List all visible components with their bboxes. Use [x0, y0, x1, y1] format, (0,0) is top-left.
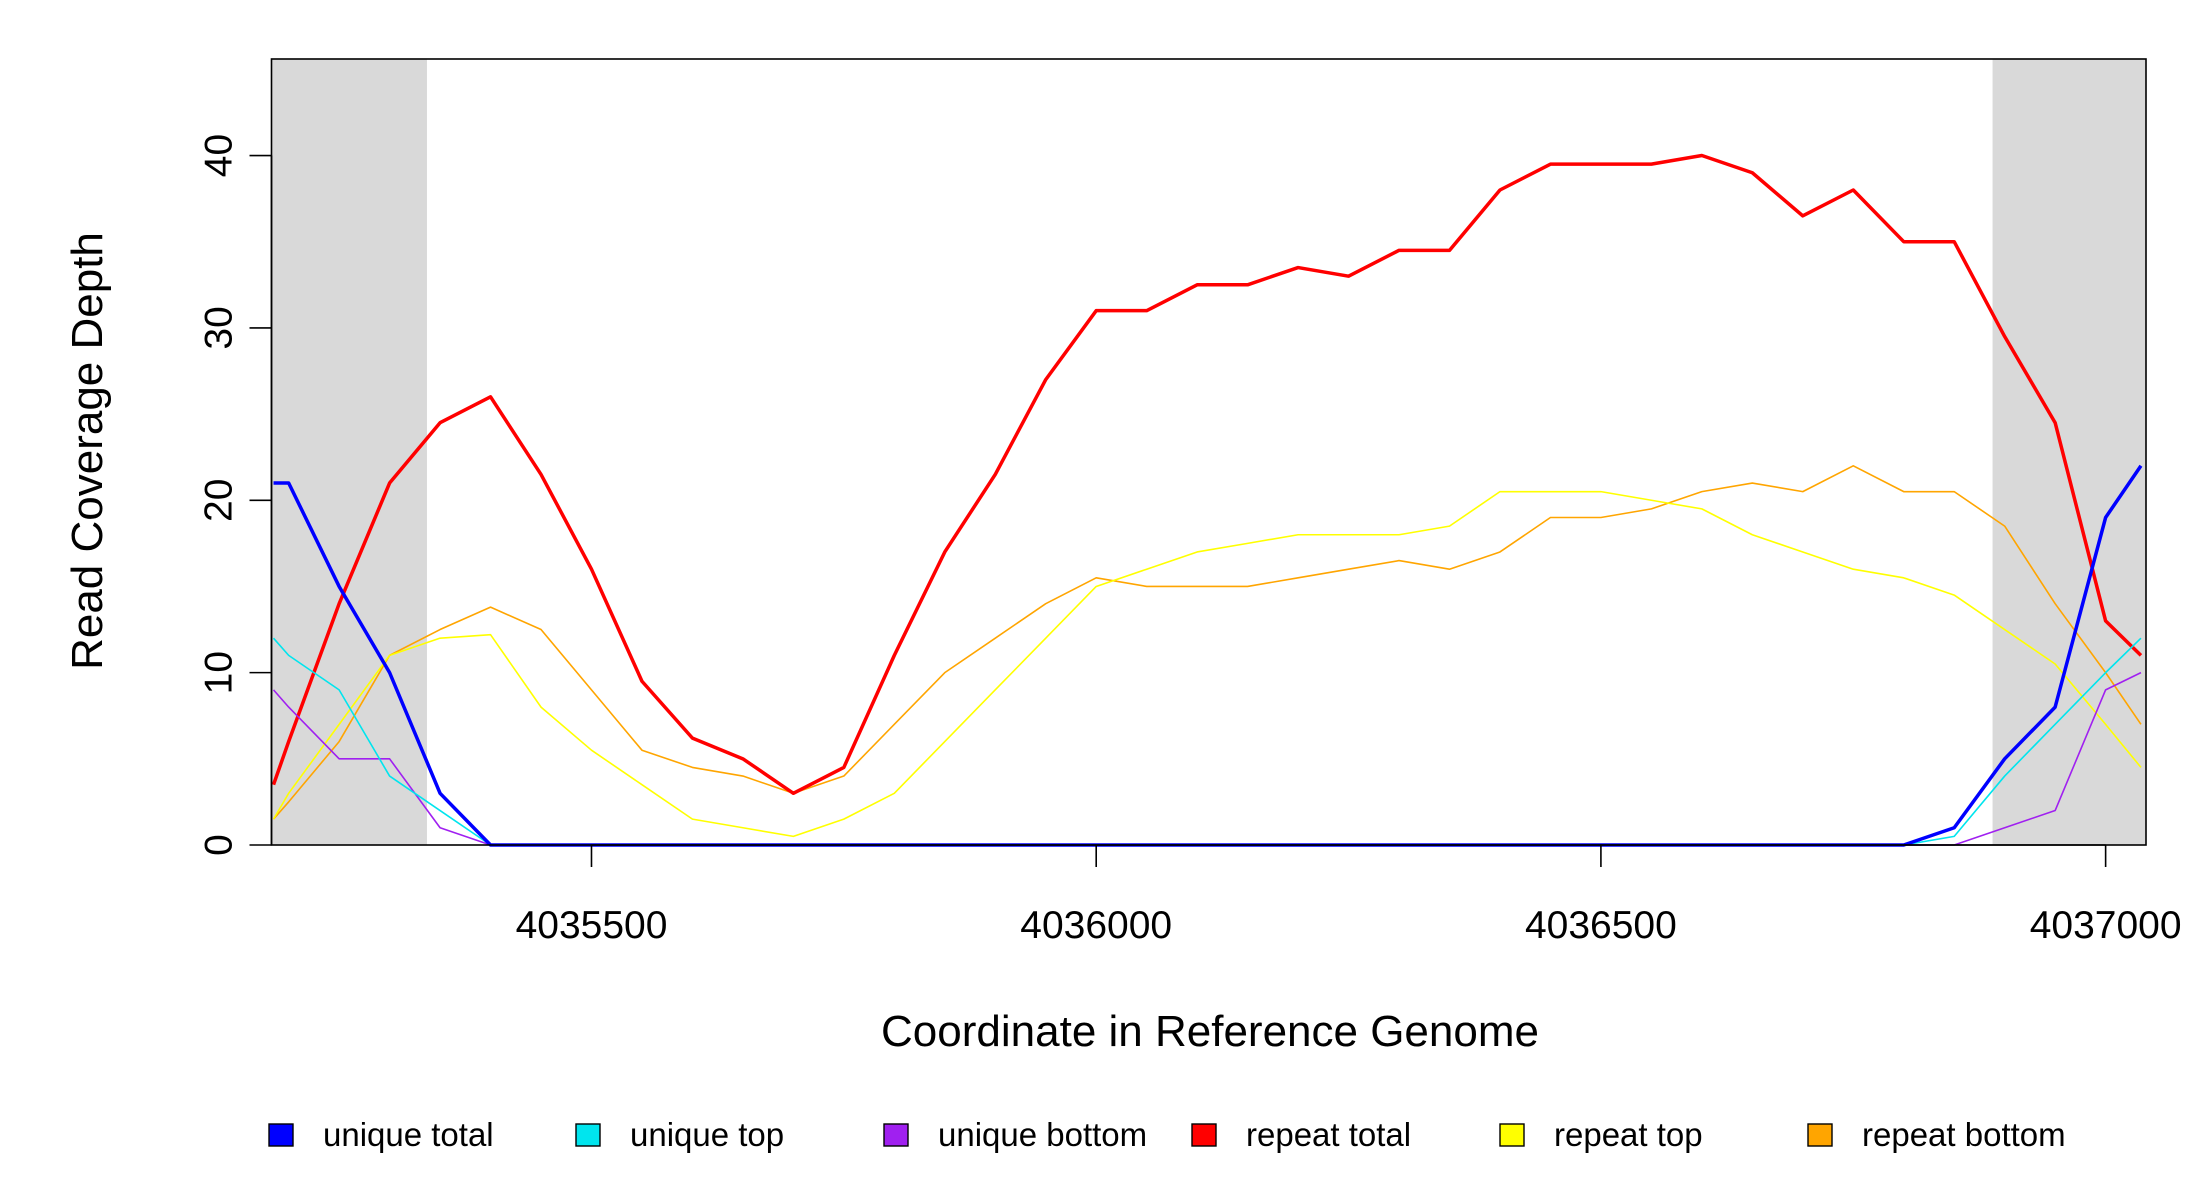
- legend-item: repeat total: [1191, 1116, 1411, 1153]
- x-axis-label: Coordinate in Reference Genome: [881, 1007, 1539, 1056]
- legend-swatch: [1191, 1123, 1217, 1147]
- x-tick-label: 4037000: [2030, 904, 2182, 947]
- legend-swatch: [575, 1123, 601, 1147]
- legend-label: unique top: [630, 1116, 784, 1153]
- x-tick-label: 4035500: [516, 904, 668, 947]
- legend-item: repeat bottom: [1807, 1116, 2066, 1153]
- legend-item: unique bottom: [883, 1116, 1147, 1153]
- shaded-region: [1992, 59, 2146, 845]
- series-line: [273, 464, 2143, 847]
- x-tick-label: 4036000: [1020, 904, 1172, 947]
- legend-label: unique bottom: [938, 1116, 1147, 1153]
- y-tick-label: 10: [198, 651, 241, 694]
- legend-label: repeat top: [1554, 1116, 1703, 1153]
- series-line: [271, 153, 2143, 796]
- legend-label: repeat bottom: [1862, 1116, 2066, 1153]
- y-axis-label: Read Coverage Depth: [63, 232, 112, 670]
- legend-swatch: [268, 1123, 294, 1147]
- legend-swatch: [883, 1123, 909, 1147]
- legend-swatch: [1499, 1123, 1525, 1147]
- legend-label: unique total: [323, 1116, 494, 1153]
- plot-frame: [270, 58, 2147, 846]
- y-tick-label: 40: [198, 134, 241, 177]
- legend-item: unique total: [268, 1116, 494, 1153]
- series-line: [272, 671, 2142, 846]
- y-tick-label: 0: [198, 834, 241, 856]
- x-tick-label: 4036500: [1525, 904, 1677, 947]
- legend-swatch: [1807, 1123, 1833, 1147]
- y-tick-label: 20: [198, 479, 241, 522]
- legend-item: repeat top: [1499, 1116, 1703, 1153]
- legend-item: unique top: [575, 1116, 784, 1153]
- series-line: [272, 637, 2142, 846]
- series-line: [272, 490, 2142, 838]
- y-tick-label: 30: [198, 306, 241, 349]
- legend-label: repeat total: [1246, 1116, 1411, 1153]
- series-line: [272, 464, 2142, 820]
